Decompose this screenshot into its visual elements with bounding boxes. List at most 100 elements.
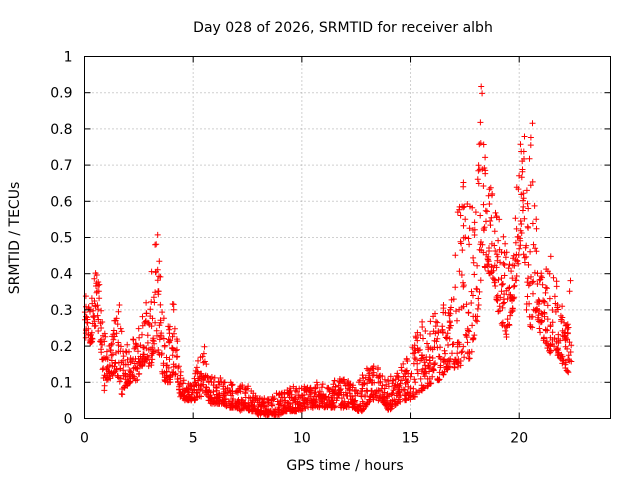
data-point — [475, 180, 482, 187]
data-point — [517, 242, 524, 249]
data-point — [174, 353, 181, 360]
data-point — [519, 168, 526, 175]
data-point — [348, 399, 355, 406]
data-point — [470, 335, 477, 342]
data-point — [211, 374, 218, 381]
data-point — [308, 401, 314, 407]
data-point — [170, 301, 177, 308]
data-point — [521, 215, 528, 222]
y-tick-label: 0.2 — [50, 339, 72, 355]
data-point — [155, 347, 162, 353]
data-point — [508, 309, 515, 316]
data-point — [564, 345, 571, 352]
data-point — [498, 275, 505, 282]
data-point — [538, 310, 545, 317]
data-point — [465, 349, 471, 356]
data-point — [485, 256, 492, 263]
data-point — [477, 277, 484, 284]
data-point — [475, 302, 482, 308]
data-point — [434, 319, 441, 326]
x-tick-label: 10 — [293, 431, 311, 447]
data-point — [544, 285, 550, 292]
y-tick-label: 0.4 — [50, 267, 72, 283]
data-point — [119, 391, 126, 398]
data-point — [417, 332, 424, 338]
data-point — [460, 343, 467, 350]
data-point — [134, 343, 140, 350]
data-point — [484, 262, 491, 269]
data-point — [511, 282, 518, 289]
data-point — [426, 368, 433, 375]
data-point — [134, 364, 141, 371]
data-point — [461, 203, 468, 210]
data-point — [144, 332, 151, 339]
data-point — [148, 362, 155, 369]
data-point — [274, 406, 281, 413]
data-point — [501, 299, 508, 306]
data-point — [509, 275, 516, 282]
data-point — [145, 354, 152, 361]
data-point — [501, 262, 508, 268]
data-point — [456, 306, 463, 313]
data-point — [194, 368, 201, 375]
x-axis-label: GPS time / hours — [286, 458, 403, 474]
data-point — [164, 362, 171, 369]
axis-ticks — [84, 56, 611, 419]
data-point — [476, 288, 483, 295]
data-point — [429, 373, 436, 380]
data-point — [529, 324, 536, 331]
data-point — [169, 345, 176, 352]
data-point — [103, 348, 110, 355]
data-point — [500, 280, 506, 287]
data-point — [525, 275, 531, 282]
data-point — [564, 321, 571, 328]
data-point — [408, 370, 415, 377]
data-point — [379, 382, 386, 389]
data-point — [311, 390, 318, 397]
data-point — [494, 253, 501, 260]
data-point — [433, 318, 439, 325]
data-point — [512, 215, 519, 222]
data-point — [325, 394, 332, 400]
data-point — [135, 348, 141, 355]
data-point — [200, 350, 207, 357]
data-point — [457, 362, 464, 369]
data-point — [429, 355, 436, 361]
data-point — [391, 385, 398, 391]
data-point — [517, 218, 524, 224]
data-point — [565, 352, 572, 359]
data-point — [344, 401, 351, 407]
data-point — [110, 336, 117, 343]
data-point — [444, 330, 451, 337]
data-point — [492, 283, 499, 289]
data-point — [515, 186, 522, 193]
data-point — [554, 346, 560, 353]
data-point — [101, 338, 108, 345]
data-point — [517, 141, 524, 148]
data-point — [385, 377, 391, 384]
data-point — [147, 306, 154, 313]
data-point — [338, 377, 345, 384]
data-point — [397, 398, 404, 405]
data-point — [544, 302, 551, 309]
data-point — [527, 142, 534, 149]
data-point — [149, 315, 156, 322]
data-point — [551, 293, 558, 300]
data-point — [166, 330, 173, 337]
data-point — [331, 377, 338, 384]
data-point — [562, 361, 569, 368]
data-point — [454, 350, 461, 357]
data-point — [555, 352, 562, 358]
data-point — [527, 134, 534, 141]
data-point — [151, 299, 158, 306]
data-point — [109, 340, 115, 347]
data-point — [469, 204, 476, 211]
data-point — [414, 360, 421, 367]
data-point — [299, 405, 306, 412]
data-point — [412, 379, 419, 386]
data-point — [456, 268, 463, 275]
data-point — [503, 287, 510, 294]
data-point — [442, 350, 449, 357]
data-point — [217, 375, 224, 381]
data-point — [370, 372, 377, 379]
